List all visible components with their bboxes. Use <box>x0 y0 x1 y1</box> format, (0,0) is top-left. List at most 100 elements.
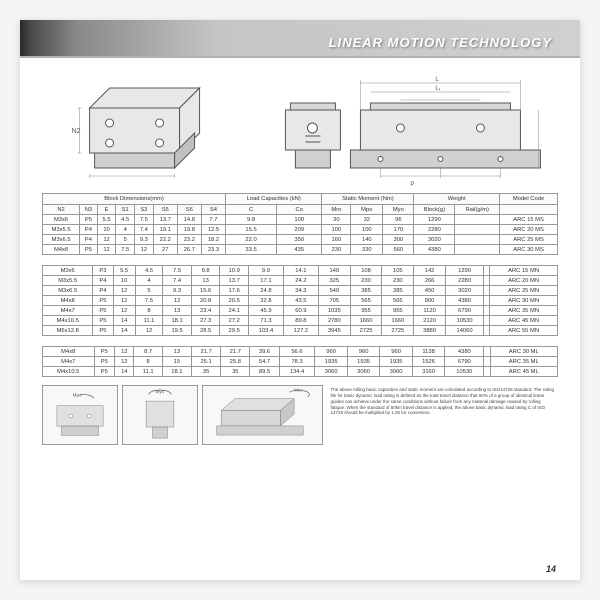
catalog-page: LINEAR MOTION TECHNOLOGY <box>20 20 580 580</box>
cell: 12.5 <box>201 225 225 235</box>
cell: 17.1 <box>248 276 283 286</box>
svg-text:Mpo: Mpo <box>73 392 82 397</box>
cell: P5 <box>80 215 98 225</box>
cell: 96 <box>383 215 414 225</box>
cell: 100 <box>351 225 383 235</box>
cell: 13.7 <box>153 215 177 225</box>
cell: M3x5.5 <box>43 276 93 286</box>
col-header: S4 <box>201 205 225 215</box>
cell: ARC 45 ML <box>490 367 558 377</box>
cell: 1120 <box>414 306 446 316</box>
cell: 7.5 <box>116 245 135 255</box>
cell: P5 <box>93 326 113 336</box>
cell: 26.7 <box>177 245 201 255</box>
cell: 4.5 <box>116 215 135 225</box>
cell: 170 <box>383 225 414 235</box>
cell: P5 <box>94 367 115 377</box>
moment-diag-3: Mro <box>202 385 322 445</box>
group-header: Block Dimensions(mm) <box>43 194 226 205</box>
cell: 230 <box>350 276 382 286</box>
cell: 54.7 <box>250 357 279 367</box>
moment-diag-2: Myo <box>122 385 198 445</box>
cell: 12 <box>115 347 134 357</box>
cell: 142 <box>414 266 446 276</box>
col-header: Co <box>277 205 322 215</box>
header-band: LINEAR MOTION TECHNOLOGY <box>20 20 580 58</box>
cell: 12 <box>97 235 116 245</box>
cell: 385 <box>382 286 414 296</box>
cell: 134.4 <box>279 367 315 377</box>
cell: 13 <box>162 347 191 357</box>
cell: M4x10.5 <box>43 316 93 326</box>
section-drawing: L L₁ P <box>266 68 555 188</box>
cell: 800 <box>414 296 446 306</box>
footer-diagrams: Mpo Myo Mro <box>42 385 322 445</box>
cell: 10.9 <box>220 266 249 276</box>
cell: M6x12.8 <box>43 326 93 336</box>
cell: 7.4 <box>135 225 154 235</box>
cell: 3945 <box>318 326 350 336</box>
cell: 560 <box>383 245 414 255</box>
cell: P5 <box>93 306 113 316</box>
cell: 11.1 <box>134 367 162 377</box>
cell: P5 <box>93 316 113 326</box>
section-svg: L L₁ P <box>266 68 555 188</box>
cell: 12 <box>135 245 154 255</box>
cell: 12 <box>113 286 135 296</box>
cell: 25.1 <box>191 357 220 367</box>
cell: 18.1 <box>162 367 191 377</box>
cell: ARC 30 MS <box>500 245 558 255</box>
cell: 12 <box>115 357 134 367</box>
cell: 10 <box>97 225 116 235</box>
table-row: M4x7P51281525.125.854.778.31935193519351… <box>43 357 558 367</box>
cell: 1290 <box>414 215 455 225</box>
footer-note: The above rolling basic capacities and s… <box>328 385 558 445</box>
cell: ARC 45 MN <box>490 316 558 326</box>
cell: 330 <box>351 245 383 255</box>
table-row: M4x8P5127.51220.820.532.843.570556556580… <box>43 296 558 306</box>
diagram-area: N2 <box>20 58 580 193</box>
cell: 12 <box>113 296 135 306</box>
cell: 7.7 <box>201 215 225 225</box>
cell: 230 <box>322 245 351 255</box>
cell: M3x6.5 <box>43 235 80 245</box>
cell: 19.8 <box>177 225 201 235</box>
svg-text:Myo: Myo <box>155 389 164 394</box>
cell: 105 <box>382 266 414 276</box>
cell: 540 <box>318 286 350 296</box>
cell: 565 <box>382 296 414 306</box>
cell: 4 <box>135 276 163 286</box>
cell: M4x7 <box>43 357 95 367</box>
cell: 12 <box>163 296 192 306</box>
cell <box>455 215 500 225</box>
cell: 13.7 <box>220 276 249 286</box>
cell: 1935 <box>347 357 379 367</box>
cell: 8 <box>134 357 162 367</box>
table-row: M6x12.8P5141219.528.529.5103.4127.239452… <box>43 326 558 336</box>
cell: 14.1 <box>283 266 318 276</box>
cell: P5 <box>94 357 115 367</box>
table-row: M4x10.5P51411.118.1353589.5134.430603060… <box>43 367 558 377</box>
cell: 3160 <box>412 367 444 377</box>
table-row: M4x7P51281323.424.145.960.91035955955112… <box>43 306 558 316</box>
cell: P4 <box>93 286 113 296</box>
cell: 1935 <box>315 357 347 367</box>
cell: 705 <box>318 296 350 306</box>
cell: 350 <box>277 235 322 245</box>
cell: 960 <box>347 347 379 357</box>
cell: 27 <box>153 245 177 255</box>
cell: 955 <box>350 306 382 316</box>
cell: 100 <box>277 215 322 225</box>
cell: 56.6 <box>279 347 315 357</box>
cell: 103.4 <box>248 326 283 336</box>
page-title: LINEAR MOTION TECHNOLOGY <box>329 35 552 50</box>
cell: P3 <box>93 266 113 276</box>
cell: 27.3 <box>191 316 220 326</box>
cell: 24.8 <box>248 286 283 296</box>
iso-drawing: N2 <box>45 68 254 188</box>
col-header: S1 <box>116 205 135 215</box>
svg-text:P: P <box>411 182 415 188</box>
cell: 8.7 <box>134 347 162 357</box>
table-row: M3x6.5P41259.322.223.218.222.03501601403… <box>43 235 558 245</box>
cell: 1660 <box>350 316 382 326</box>
